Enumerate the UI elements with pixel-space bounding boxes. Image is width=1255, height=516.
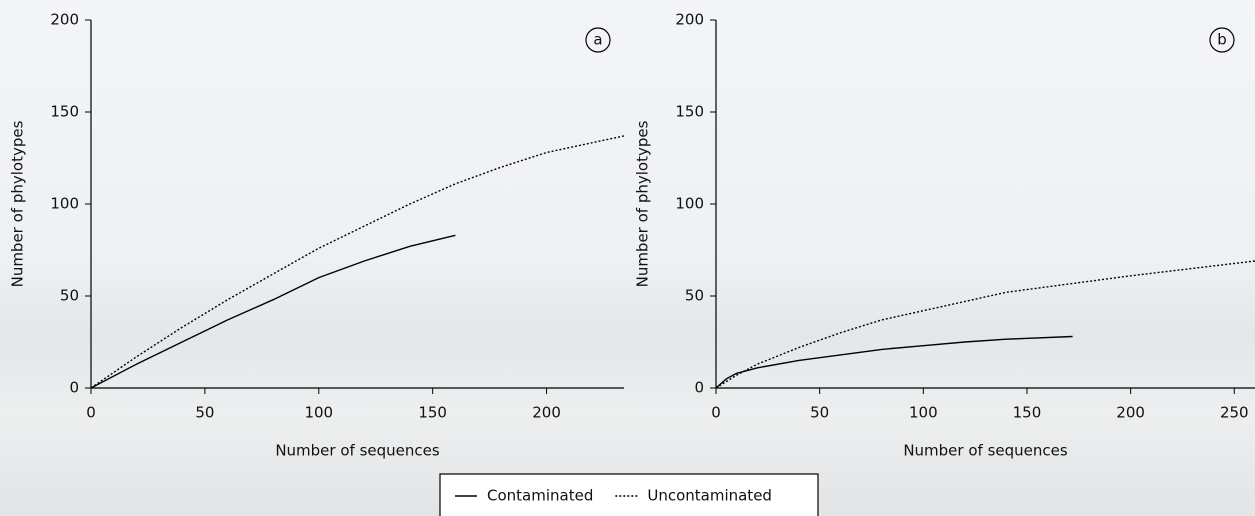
- x-tick-label: 200: [1116, 404, 1145, 422]
- y-tick-label: 150: [50, 103, 79, 121]
- series-line: [716, 337, 1073, 389]
- x-tick-label: 250: [1220, 404, 1249, 422]
- x-tick-label: 50: [810, 404, 829, 422]
- series-line: [91, 235, 455, 388]
- y-tick-label: 0: [69, 379, 79, 397]
- y-tick-label: 200: [50, 11, 79, 29]
- y-axis-label: Number of phylotypes: [9, 120, 27, 287]
- legend: Contaminated Uncontaminated: [440, 474, 818, 516]
- legend-label: Contaminated: [487, 487, 593, 505]
- x-axis-label: Number of sequences: [903, 442, 1068, 460]
- y-axis-label: Number of phylotypes: [634, 120, 652, 287]
- y-tick-label: 200: [675, 11, 704, 29]
- x-axis-label: Number of sequences: [275, 442, 440, 460]
- figure: 0 50 100 150 200 0 50 100 150 200 Number of sequen…: [0, 0, 1255, 516]
- y-tick-label: 0: [694, 379, 704, 397]
- panel-label: b: [1217, 31, 1227, 49]
- y-tick-label: 50: [685, 287, 704, 305]
- y-tick-label: 150: [675, 103, 704, 121]
- legend-label: Uncontaminated: [647, 487, 772, 505]
- series-line: [716, 261, 1255, 388]
- x-tick-label: 0: [86, 404, 96, 422]
- x-tick-label: 150: [1013, 404, 1042, 422]
- x-tick-label: 150: [418, 404, 447, 422]
- x-tick-label: 0: [711, 404, 721, 422]
- y-tick-label: 100: [50, 195, 79, 213]
- series-line: [91, 136, 624, 388]
- x-tick-label: 50: [195, 404, 214, 422]
- x-tick-label: 100: [304, 404, 333, 422]
- x-tick-label: 100: [909, 404, 938, 422]
- panel-label: a: [593, 31, 602, 49]
- y-tick-label: 50: [60, 287, 79, 305]
- x-tick-label: 200: [532, 404, 561, 422]
- y-tick-label: 100: [675, 195, 704, 213]
